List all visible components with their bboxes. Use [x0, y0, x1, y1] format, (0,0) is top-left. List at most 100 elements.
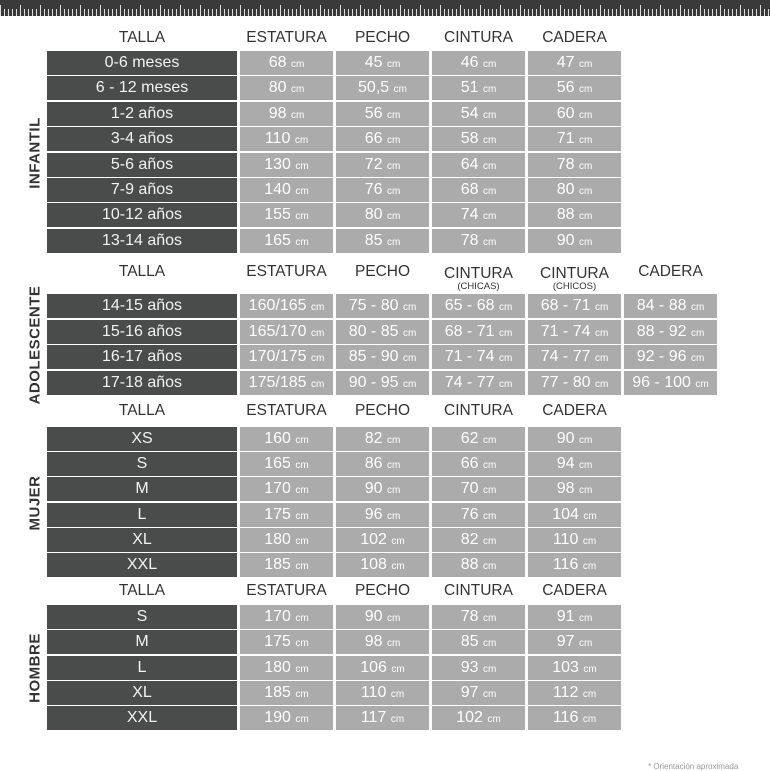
column-header: PECHO — [336, 264, 429, 280]
measure-cell: 110 cm — [528, 527, 621, 552]
unit-label: cm — [482, 160, 497, 172]
size-label: M — [47, 477, 237, 502]
unit-label: cm — [295, 561, 309, 572]
unit-label: cm — [695, 378, 709, 390]
unit-label: cm — [482, 613, 497, 624]
unit-label: cm — [310, 378, 325, 390]
measure-cell: 140 cm — [240, 178, 333, 202]
column-header: ESTATURA — [240, 30, 333, 46]
measure-value: 110 — [552, 530, 579, 548]
unit-label: cm — [582, 535, 597, 547]
size-label: 1-2 años — [47, 101, 237, 126]
measure-value: 65 - 68 — [444, 297, 495, 314]
measure-value: 112 — [552, 683, 579, 701]
unit-label: cm — [482, 84, 497, 96]
size-label: M — [47, 630, 237, 655]
size-label: 6 - 12 meses — [47, 76, 237, 101]
unit-label: cm — [482, 688, 497, 700]
header-text: CADERA — [542, 402, 607, 419]
measure-cell: 78 cm — [432, 228, 525, 253]
column-header: CINTURA — [432, 583, 525, 599]
header-text: CADERA — [542, 29, 607, 46]
column-header: ESTATURA — [240, 403, 333, 419]
measure-cell: 90 cm — [528, 228, 621, 253]
header-text: TALLA — [118, 582, 166, 599]
measure-cell: 86 cm — [336, 452, 429, 477]
unit-label: cm — [482, 510, 497, 522]
column-header: CADERA — [528, 30, 621, 46]
unit-label: cm — [578, 638, 593, 650]
unit-label: cm — [310, 327, 325, 339]
unit-label: cm — [594, 302, 609, 313]
column-header: PECHO — [336, 583, 429, 599]
unit-label: cm — [295, 510, 309, 522]
column-header: TALLA — [47, 30, 237, 46]
unit-label: cm — [578, 211, 593, 223]
measure-cell: 70 cm — [432, 477, 525, 502]
measure-cell: 88 - 92 cm — [624, 319, 717, 344]
unit-label: cm — [594, 327, 609, 339]
measure-value: 175 — [264, 633, 291, 651]
unit-label: cm — [578, 109, 593, 121]
measure-cell: 66 cm — [336, 127, 429, 152]
header-text: CINTURA — [444, 582, 513, 599]
unit-label: cm — [295, 613, 309, 624]
unit-label: cm — [290, 109, 305, 121]
measure-cell: 117 cm — [336, 706, 429, 731]
unit-label: cm — [482, 109, 497, 121]
unit-label: cm — [386, 109, 401, 121]
measure-value: 60 — [556, 104, 575, 122]
unit-label: cm — [294, 135, 309, 147]
measure-cell: 170/175 cm — [240, 345, 333, 369]
measure-value: 74 - 77 — [540, 348, 591, 365]
measure-cell: 160/165 cm — [240, 294, 333, 318]
measure-value: 98 — [268, 104, 287, 122]
measure-cell: 88 cm — [528, 203, 621, 228]
measure-value: 165 — [264, 231, 291, 249]
column-header: TALLA — [47, 403, 237, 419]
unit-label: cm — [582, 714, 597, 726]
measure-value: 98 — [556, 480, 575, 498]
measure-value: 130 — [264, 155, 291, 173]
measure-cell: 97 cm — [528, 630, 621, 655]
measure-cell: 72 cm — [336, 152, 429, 177]
measure-value: 185 — [264, 556, 291, 573]
unit-label: cm — [487, 714, 501, 726]
header-text: CINTURA — [540, 265, 609, 282]
unit-label: cm — [582, 688, 597, 700]
column-header: CADERA — [624, 264, 717, 280]
measure-cell: 74 - 77 cm — [528, 345, 621, 369]
measure-cell: 68 - 71 cm — [528, 294, 621, 318]
unit-label: cm — [386, 160, 401, 172]
measure-value: 70 — [460, 480, 479, 498]
measure-value: 50,5 — [358, 79, 390, 97]
measure-cell: 92 - 96 cm — [624, 345, 717, 369]
measure-value: 68 — [268, 54, 287, 71]
measure-value: 98 — [364, 633, 383, 651]
measure-cell: 116 cm — [528, 553, 621, 577]
measure-cell: 47 cm — [528, 51, 621, 75]
unit-label: cm — [402, 302, 417, 313]
measure-value: 85 — [460, 633, 479, 651]
unit-label: cm — [290, 84, 305, 96]
measure-value: 71 - 74 — [444, 348, 495, 365]
unit-label: cm — [390, 688, 405, 700]
measure-cell: 50,5 cm — [336, 76, 429, 101]
measure-value: 160 — [264, 430, 291, 447]
measure-cell: 88 cm — [432, 553, 525, 577]
measure-value: 45 — [364, 54, 383, 71]
unit-label: cm — [386, 135, 401, 147]
measure-value: 185 — [264, 683, 291, 701]
measure-cell: 71 - 74 cm — [432, 345, 525, 369]
unit-label: cm — [482, 460, 497, 472]
measure-value: 175/185 — [248, 373, 307, 391]
measure-value: 85 — [364, 231, 383, 249]
measure-value: 104 — [552, 505, 579, 523]
header-text: ESTATURA — [246, 402, 327, 419]
measure-value: 90 — [556, 231, 575, 249]
size-label: S — [47, 452, 237, 477]
measure-cell: 91 cm — [528, 605, 621, 629]
measure-value: 103 — [552, 658, 579, 676]
measure-cell: 68 - 71 cm — [432, 319, 525, 344]
size-label: XXL — [47, 553, 237, 577]
